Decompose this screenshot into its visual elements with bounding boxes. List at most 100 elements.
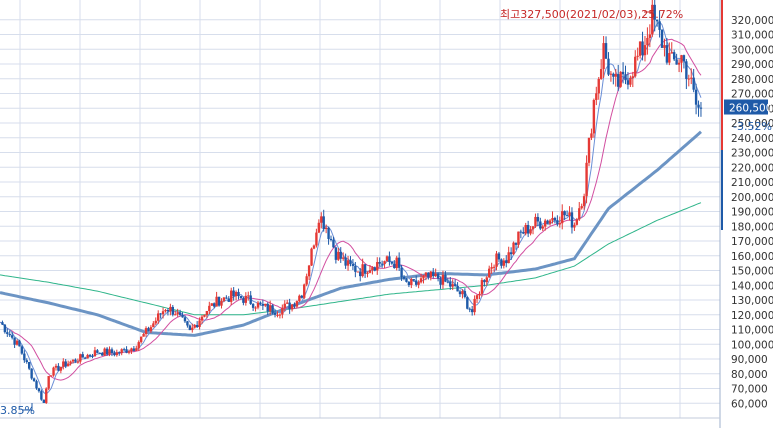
candle xyxy=(385,255,389,262)
candle xyxy=(590,128,593,141)
candle xyxy=(670,42,673,54)
y-tick-label: 300,000 xyxy=(731,44,773,56)
candle xyxy=(191,323,194,333)
candle xyxy=(397,252,401,271)
candle xyxy=(230,287,233,306)
candle xyxy=(436,272,440,282)
candle xyxy=(563,210,566,221)
candle xyxy=(266,302,269,316)
candle xyxy=(690,68,693,85)
candle xyxy=(344,253,347,269)
y-tick-label: 310,000 xyxy=(731,30,773,42)
current-price-label: 260,500 xyxy=(729,103,772,115)
candle xyxy=(337,247,340,261)
candle xyxy=(509,247,513,260)
candle xyxy=(161,307,165,319)
candle xyxy=(81,351,84,358)
candle xyxy=(137,340,140,351)
candle xyxy=(663,38,666,57)
candle xyxy=(595,86,598,106)
candle xyxy=(580,203,583,210)
candle xyxy=(561,204,564,230)
candle xyxy=(298,294,301,303)
candle xyxy=(212,302,216,308)
candle xyxy=(687,74,690,87)
candle xyxy=(526,220,530,238)
candle xyxy=(96,349,99,354)
candle xyxy=(83,356,87,359)
candle xyxy=(483,279,486,287)
candle xyxy=(519,229,523,239)
candle xyxy=(290,303,294,312)
candle xyxy=(475,294,479,304)
candle xyxy=(514,242,518,250)
annotations: 최고327,500(2021/02/03),25.72% 3.85% -3.52… xyxy=(0,8,772,417)
low-arrow xyxy=(22,403,33,411)
y-tick-label: 230,000 xyxy=(731,148,773,160)
candle xyxy=(376,257,379,275)
candle xyxy=(414,275,418,287)
candle xyxy=(288,298,291,314)
y-tick-label: 100,000 xyxy=(731,339,773,351)
y-tick-label: 190,000 xyxy=(731,207,773,219)
candle xyxy=(619,71,622,88)
candle xyxy=(62,358,65,370)
candle xyxy=(40,389,43,401)
candle xyxy=(300,294,304,299)
candle xyxy=(361,258,364,278)
candle xyxy=(517,231,520,248)
candle xyxy=(295,300,299,309)
candle xyxy=(113,350,116,357)
candle xyxy=(135,345,138,352)
candle xyxy=(28,361,31,371)
y-tick-label: 210,000 xyxy=(731,177,773,189)
candle xyxy=(417,280,420,289)
candle xyxy=(638,41,642,59)
candle xyxy=(363,263,367,279)
candle xyxy=(565,210,569,217)
candle xyxy=(505,255,508,268)
y-tick-label: 250,000 xyxy=(731,118,773,130)
candle xyxy=(602,36,605,78)
candle xyxy=(317,219,321,234)
candle xyxy=(322,209,325,232)
candle xyxy=(629,75,632,87)
candle xyxy=(64,358,67,369)
y-tick-label: 60,000 xyxy=(731,398,768,410)
candle xyxy=(71,359,75,364)
candle xyxy=(524,222,527,236)
candle xyxy=(59,366,63,374)
candle xyxy=(142,332,145,337)
candle xyxy=(57,363,60,372)
candle xyxy=(66,360,70,367)
y-tick-label: 140,000 xyxy=(731,280,773,292)
candle xyxy=(286,299,289,304)
candle xyxy=(578,202,581,221)
candle xyxy=(553,216,557,224)
high-arrow xyxy=(644,11,653,18)
y-tick-label: 70,000 xyxy=(731,384,768,396)
candle xyxy=(264,303,267,308)
y-tick-label: 170,000 xyxy=(731,236,773,248)
candle xyxy=(86,353,89,359)
candle xyxy=(239,295,243,299)
candle xyxy=(283,300,286,312)
candle xyxy=(293,302,296,309)
candle xyxy=(210,303,213,306)
candle xyxy=(79,353,82,364)
candle xyxy=(456,282,459,292)
candle xyxy=(42,399,46,403)
candle xyxy=(74,358,77,363)
candle xyxy=(665,38,669,65)
candle xyxy=(599,59,603,80)
candle xyxy=(587,137,591,167)
candle xyxy=(52,366,55,377)
candle xyxy=(641,31,644,61)
candle xyxy=(412,279,415,282)
candle xyxy=(152,321,155,328)
candle xyxy=(256,300,260,310)
candle xyxy=(534,213,537,228)
y-tick-label: 150,000 xyxy=(731,266,773,278)
